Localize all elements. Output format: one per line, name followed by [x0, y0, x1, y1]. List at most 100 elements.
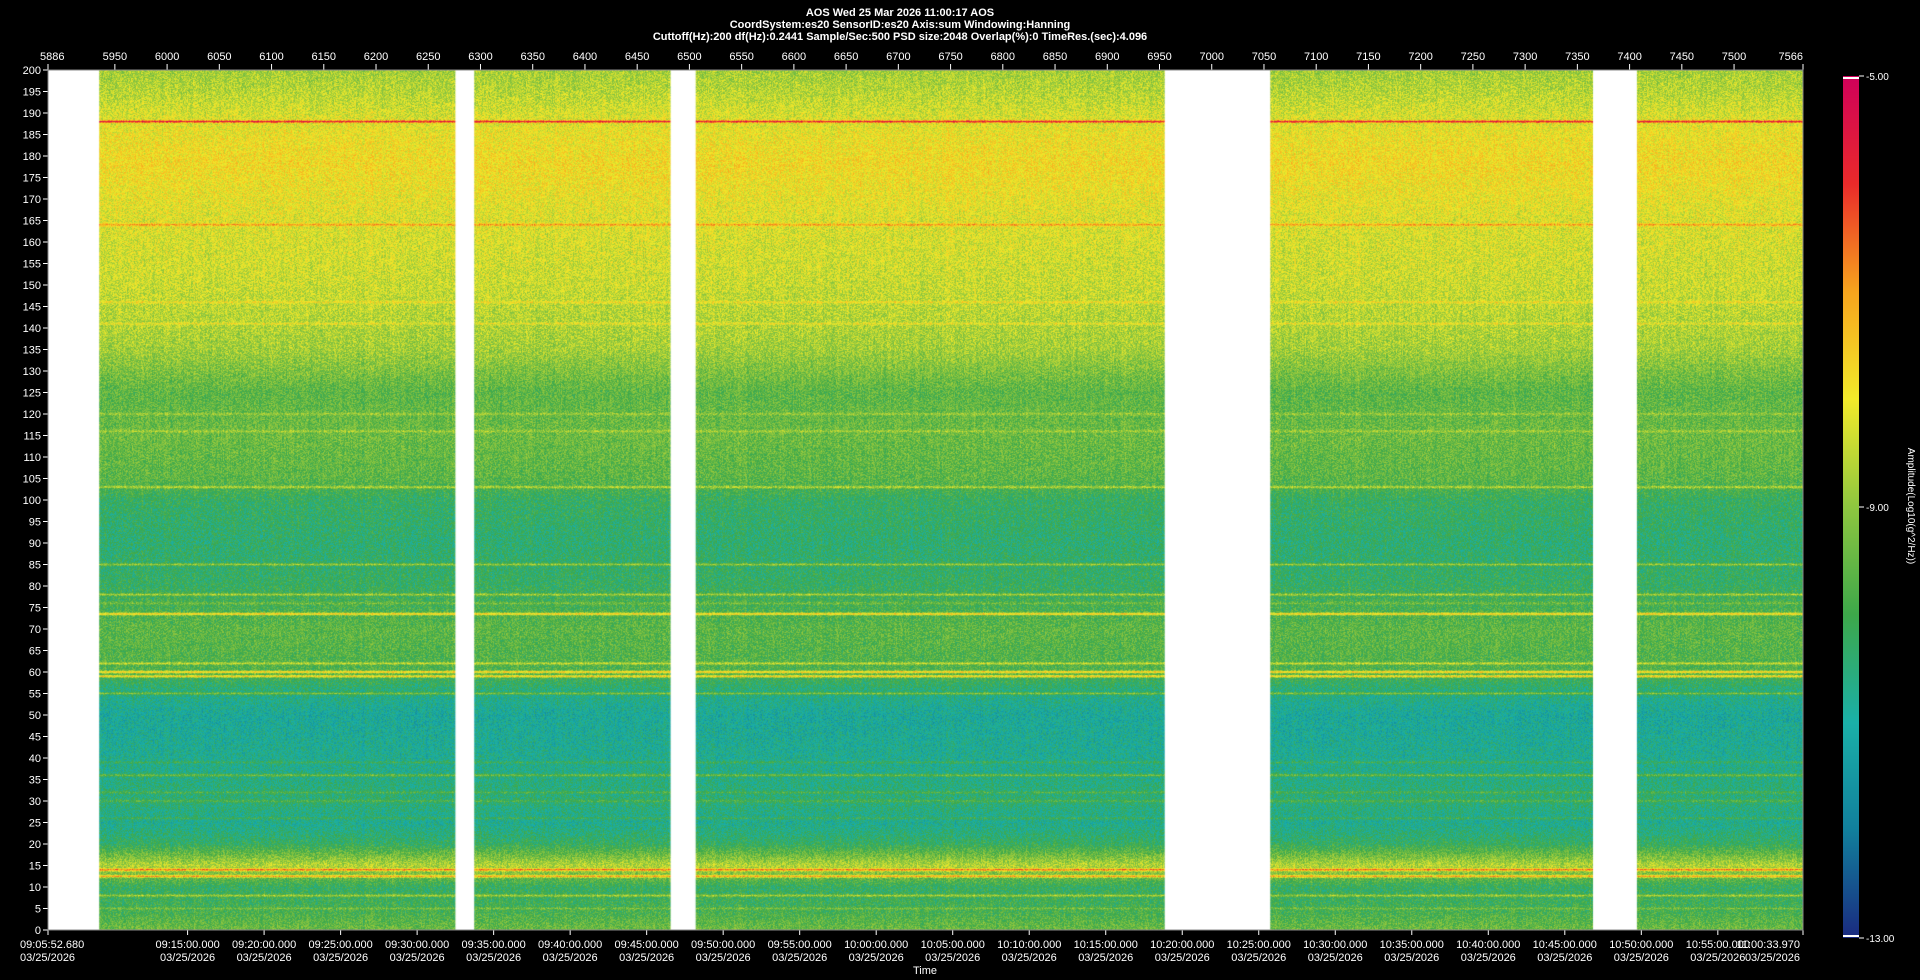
x-tick-time: 10:20:00.000 [1150, 939, 1214, 951]
x-tick-date: 03/25/2026 [1308, 952, 1363, 964]
x-tick-time: 11:00:33.970 [1737, 939, 1800, 951]
y-tick-label: 0 [35, 925, 41, 937]
y-tick-label: 120 [23, 409, 41, 421]
y-tick-label: 85 [29, 560, 41, 572]
x-tick-date: 03/25/2026 [925, 952, 980, 964]
x-tick-date: 03/25/2026 [1537, 952, 1592, 964]
top-tick-label: 6800 [991, 51, 1015, 63]
top-tick-label: 6200 [364, 51, 388, 63]
colorbar-label: Amplitude(Log10(g^2/Hz)) [1905, 448, 1916, 564]
top-tick-label: 6100 [259, 51, 283, 63]
x-axis: 09:05:52.68003/25/202609:15:00.00003/25/… [20, 930, 1804, 964]
x-tick-date: 03/25/2026 [20, 952, 75, 964]
top-tick-label: 6700 [886, 51, 910, 63]
top-tick-label: 6900 [1095, 51, 1119, 63]
x-tick-time: 09:20:00.000 [232, 939, 296, 951]
top-tick-label: 6500 [677, 51, 701, 63]
y-tick-label: 90 [29, 538, 41, 550]
x-tick-date: 03/25/2026 [849, 952, 904, 964]
y-tick-label: 125 [23, 388, 41, 400]
x-tick-date: 03/25/2026 [1155, 952, 1210, 964]
x-tick-time: 09:35:00.000 [462, 939, 526, 951]
x-tick-time: 10:35:00.000 [1380, 939, 1444, 951]
top-tick-label: 6950 [1147, 51, 1171, 63]
top-axis: 5886 5950 6000 6050 6100 6150 6200 6250 6300 6350… [40, 51, 1804, 70]
top-tick-label: 5950 [103, 51, 127, 63]
top-tick-label: 5886 [40, 51, 64, 63]
x-axis-label: Time [913, 965, 937, 977]
x-tick-date: 03/25/2026 [313, 952, 368, 964]
top-tick-label: 6550 [729, 51, 753, 63]
x-tick-time: 09:45:00.000 [615, 939, 679, 951]
x-tick-date: 03/25/2026 [1745, 952, 1800, 964]
top-tick-label: 7100 [1304, 51, 1328, 63]
y-tick-label: 170 [23, 194, 41, 206]
y-tick-label: 165 [23, 216, 41, 228]
y-tick-label: 110 [23, 452, 41, 464]
top-tick-label: 7350 [1565, 51, 1589, 63]
x-tick-time: 10:45:00.000 [1533, 939, 1597, 951]
top-tick-label: 7566 [1779, 51, 1803, 63]
x-tick-date: 03/25/2026 [1690, 952, 1745, 964]
y-tick-label: 180 [23, 151, 41, 163]
top-tick-label: 7200 [1408, 51, 1432, 63]
x-tick-date: 03/25/2026 [772, 952, 827, 964]
y-tick-label: 95 [29, 517, 41, 529]
y-tick-label: 5 [35, 904, 41, 916]
y-tick-label: 105 [23, 474, 41, 486]
colorbar-ticks: -5.00 -9.00 -13.00 [1843, 72, 1895, 945]
x-tick-time: 10:55:00.000 [1686, 939, 1750, 951]
x-tick-time: 09:55:00.000 [768, 939, 832, 951]
spectrogram-heatmap [48, 70, 1803, 930]
y-tick-label: 55 [29, 689, 41, 701]
y-tick-label: 150 [23, 280, 41, 292]
top-tick-label: 6400 [573, 51, 597, 63]
x-tick-time: 09:50:00.000 [691, 939, 755, 951]
top-tick-label: 7400 [1617, 51, 1641, 63]
y-tick-label: 115 [23, 431, 41, 443]
y-tick-label: 10 [29, 882, 41, 894]
top-tick-label: 7000 [1199, 51, 1223, 63]
top-tick-label: 6650 [834, 51, 858, 63]
top-tick-label: 6300 [468, 51, 492, 63]
y-tick-label: 25 [29, 818, 41, 830]
x-tick-time: 10:00:00.000 [844, 939, 908, 951]
y-tick-label: 140 [23, 323, 41, 335]
x-tick-time: 09:30:00.000 [385, 939, 449, 951]
top-tick-label: 6450 [625, 51, 649, 63]
y-tick-label: 195 [23, 87, 41, 99]
top-tick-label: 6350 [520, 51, 544, 63]
y-tick-label: 20 [29, 839, 41, 851]
x-tick-time: 09:15:00.000 [155, 939, 219, 951]
colorbar-tick-label: -5.00 [1866, 72, 1889, 83]
y-tick-label: 50 [29, 710, 41, 722]
header-line-2: CoordSystem:es20 SensorID:es20 Axis:sum … [730, 19, 1071, 31]
x-tick-date: 03/25/2026 [696, 952, 751, 964]
x-tick-date: 03/25/2026 [1614, 952, 1669, 964]
y-tick-label: 100 [23, 495, 41, 507]
y-tick-label: 60 [29, 667, 41, 679]
y-tick-label: 45 [29, 732, 41, 744]
x-tick-date: 03/25/2026 [1078, 952, 1133, 964]
y-tick-label: 155 [23, 259, 41, 271]
colorbar-tick-label: -9.00 [1866, 503, 1889, 514]
x-tick-time: 10:40:00.000 [1456, 939, 1520, 951]
header-line-3: Cuttoff(Hz):200 df(Hz):0.2441 Sample/Sec… [653, 31, 1147, 43]
top-tick-label: 6600 [782, 51, 806, 63]
top-tick-label: 7250 [1461, 51, 1485, 63]
x-tick-date: 03/25/2026 [1002, 952, 1057, 964]
x-tick-date: 03/25/2026 [543, 952, 598, 964]
top-tick-label: 7150 [1356, 51, 1380, 63]
y-tick-label: 200 [23, 65, 41, 77]
header-line-1: AOS Wed 25 Mar 2026 11:00:17 AOS [806, 7, 994, 19]
top-tick-label: 6050 [207, 51, 231, 63]
x-tick-time: 09:40:00.000 [538, 939, 602, 951]
top-tick-label: 7050 [1252, 51, 1276, 63]
x-tick-time: 10:25:00.000 [1227, 939, 1291, 951]
x-tick-date: 03/25/2026 [1461, 952, 1516, 964]
y-tick-label: 40 [29, 753, 41, 765]
colorbar [1843, 76, 1859, 938]
top-tick-label: 7500 [1722, 51, 1746, 63]
plot-frame [47, 69, 1804, 931]
